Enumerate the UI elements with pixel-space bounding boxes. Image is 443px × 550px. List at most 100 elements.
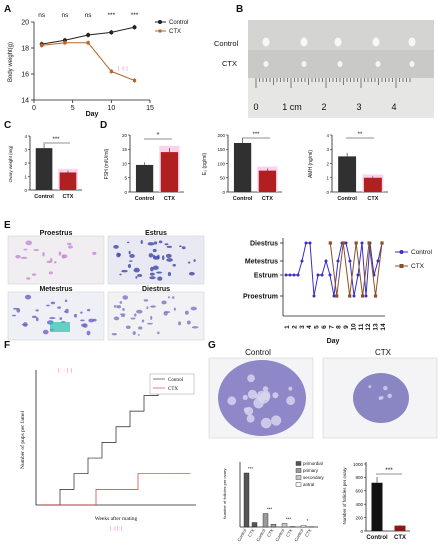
e-cell [116,252,121,258]
g-right-ytick-label: 200 [355,515,363,520]
e-cell [58,251,62,256]
e-cell [86,308,91,312]
g-left-bar [281,523,288,528]
e-label-metestrus: Metestrus [39,286,72,293]
panel-a-chart: Body weight(g) Day 14 16 18 20 0 5 10 15 ns ns n… [8,12,188,118]
e-xtick-label: 2 [291,325,298,329]
e-cell [129,253,135,258]
e-cell [122,295,129,300]
e-cell [147,242,155,246]
e-xtick-label: 10 [350,323,357,331]
g-right-ylabel: Number of follicles per ovary [342,467,347,525]
g-follicle-control [242,394,248,401]
e-cell [82,323,88,328]
b-ruler-3: 3 [356,102,361,112]
e-cell [22,322,28,327]
g-left-xcat: Control [255,528,266,542]
b-ruler-1cm: 1 cm [282,102,302,112]
d2-plot-ytick-label: 100 [217,161,225,166]
b-ovary-control [262,37,270,47]
e-cell [42,329,49,335]
e-cell [86,330,91,336]
e-photo-proestrus [7,235,105,285]
e-cell [178,245,182,247]
g-left-ylabel: Number of follicles per ovary [222,469,227,520]
e-xtick-label: 7 [328,325,335,329]
a-xtick-label: 0 [32,105,36,112]
a-point-ctx [40,43,44,47]
e-cell [135,275,138,279]
g-follicle-ctx [368,385,372,389]
a-ylabel: Body weight(g) [8,42,14,82]
g-label-ctx: CTX [375,348,392,357]
g-follicle-control [286,396,296,406]
d1-plot-ytick-label: 10 [122,161,128,166]
e-cell [113,244,119,249]
e-cell [148,253,154,258]
g-follicle-control [288,386,293,391]
e-cell [127,264,132,268]
e-cell [152,248,157,253]
a-legend-control-marker [158,20,162,24]
g-right-ytick-label: 400 [355,502,363,507]
g-right-xcat: Control [366,535,388,541]
e-cell [157,331,160,335]
g-left-bar [300,525,307,528]
d-amh-ylabel: AMH (ng/ml) [308,150,314,178]
e-cell [46,260,52,264]
f-series-control-line [42,379,190,506]
e-point-control [292,273,296,277]
c-plot-ytick-label: 4 [24,134,27,139]
e-cell [92,318,97,322]
c-plot-ytick-label: 3 [24,147,27,152]
e-cell [150,305,157,308]
e-xtick-label: 1 [284,325,291,329]
e-cell [15,254,21,259]
e-ytick-label: Diestrus [250,241,278,248]
e-cell [68,245,73,249]
panel-b-photo: Control CTX 0 1 cm 2 3 4 [214,20,434,118]
e-cell [57,306,61,309]
c-sig: *** [52,137,60,143]
e-point-control [288,273,292,277]
a-point-ctx [132,78,137,83]
d1-plot-xcat: Control [135,196,155,202]
f-legend-control: Control [168,378,184,383]
panel-label-c: C [4,120,11,131]
c-plot-ytick-label: 2 [24,161,27,166]
d1-plot-bar-ctx [160,152,179,192]
e-point-control [364,294,368,298]
c-plot-ytick-label: 1 [24,174,27,179]
e-cell [111,332,117,336]
g-right-ytick-label: 800 [355,475,363,480]
e-xtick-label: 5 [314,325,321,329]
e-cell [25,240,33,246]
g-legend-label: antral [303,482,314,487]
g-follicle-control [260,417,272,429]
e-xlabel: Day [327,338,340,345]
d3-plot-ytick-label: 3 [326,147,329,152]
b-ruler-4: 4 [391,102,396,112]
f-xlabel: Weeks after mating [95,515,138,522]
a-sig-label: *** [108,12,116,19]
e-cell [132,331,136,336]
e-point-control [324,259,328,263]
c-plot-bar-ctx [59,172,77,190]
g-legend-swatch [295,475,302,480]
e-cell [136,309,143,314]
g-left-xcat: CTX [247,528,256,538]
d-e2-ylabel: E₂ (pg/ml) [202,153,208,176]
g-right-ytick-label: 600 [355,489,363,494]
g-label-control: Control [245,348,271,357]
e-cell [64,299,68,303]
e-cell [166,258,173,262]
g-left-sig: *** [248,466,254,471]
panel-d-e2: E₂ (pg/ml) 0 50 100 150 200 Control CTX *** [202,132,282,202]
e-cell [186,320,191,325]
e-cell [66,242,72,246]
a-xtick-label: 5 [71,105,75,112]
e-label-estrus: Estrus [145,230,167,237]
d2-plot-xcat: Control [233,196,253,202]
a-xlabel: Day [86,111,99,118]
g-left-xcat: Control [236,528,247,542]
